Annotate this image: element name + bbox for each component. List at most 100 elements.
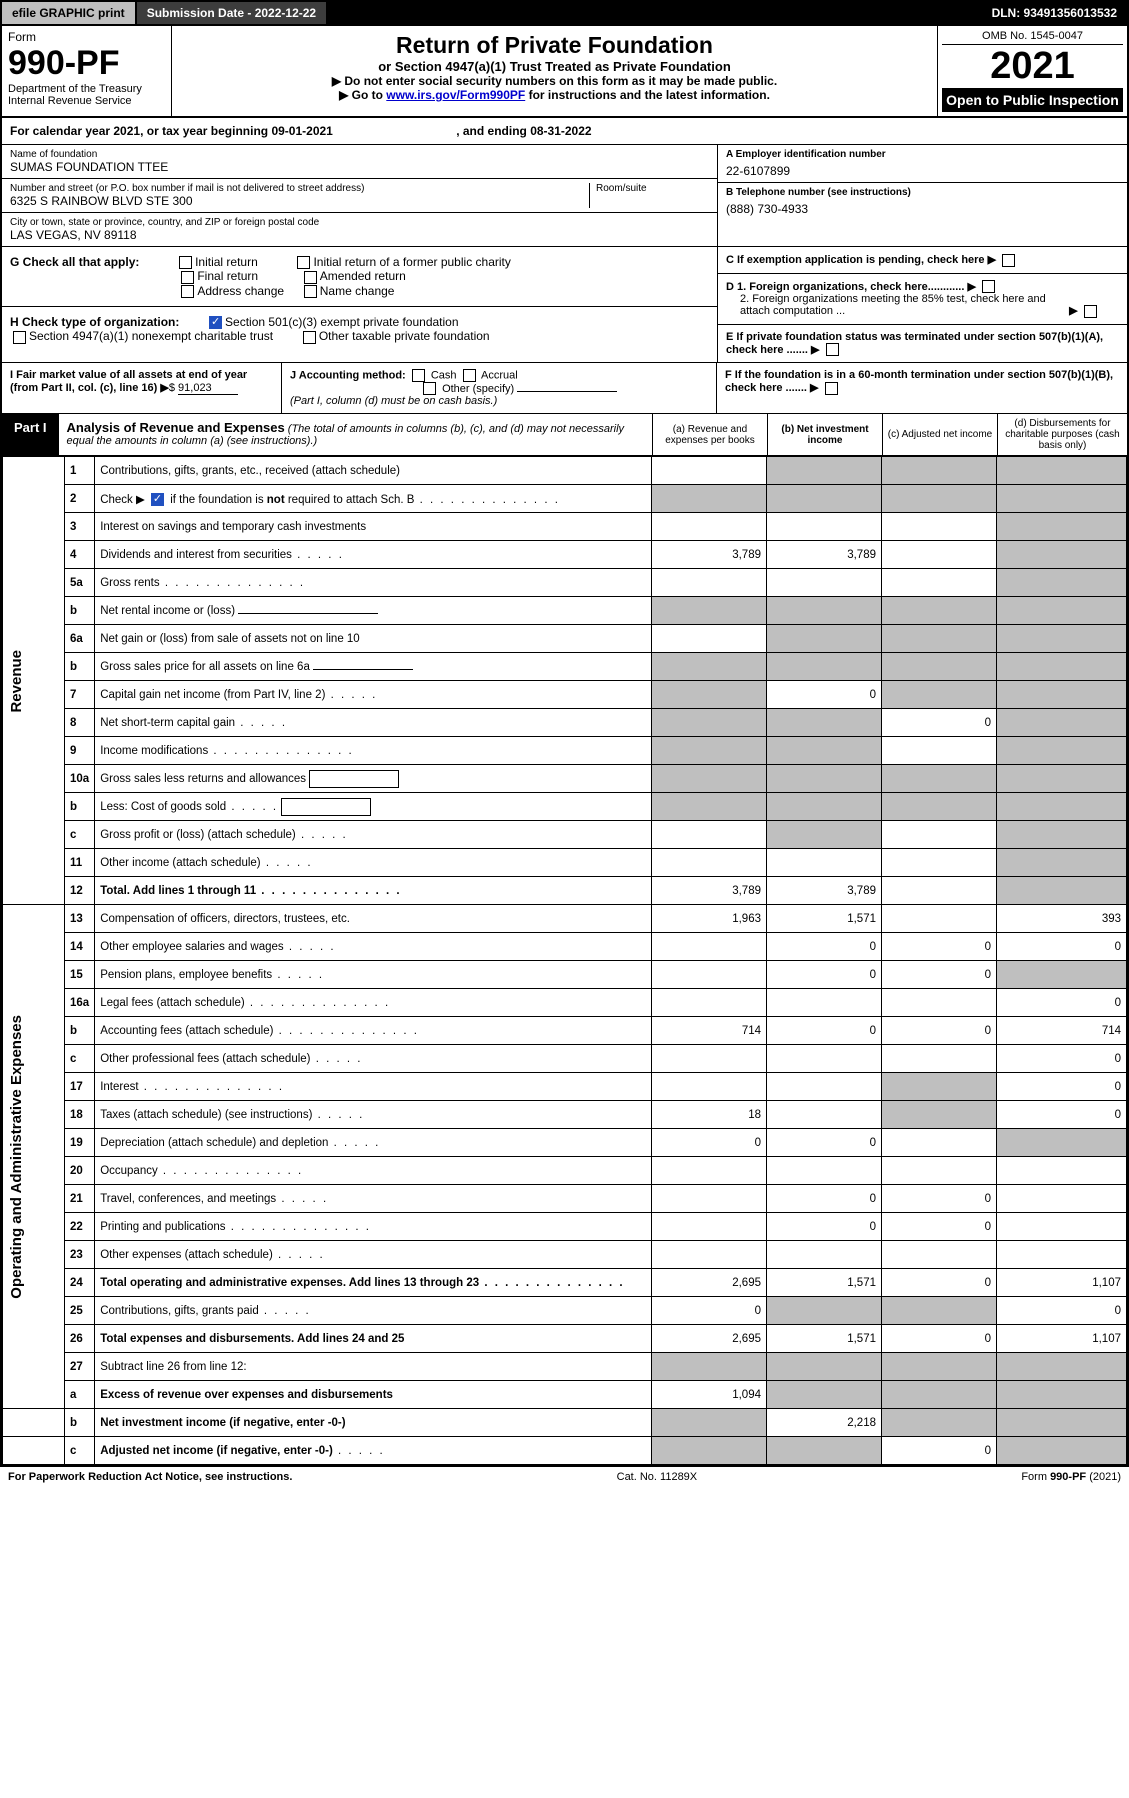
efile-print-button[interactable]: efile GRAPHIC print — [2, 2, 137, 24]
r25-a: 0 — [652, 1297, 767, 1325]
row-16c: Other professional fees (attach schedule… — [95, 1045, 652, 1073]
r21-b: 0 — [767, 1185, 882, 1213]
checkbox-address-change[interactable] — [181, 285, 194, 298]
instruction-1: ▶ Do not enter social security numbers o… — [182, 74, 927, 88]
r16a-d: 0 — [997, 989, 1127, 1017]
section-g: G Check all that apply: Initial return I… — [2, 247, 717, 307]
row-16b: Accounting fees (attach schedule) — [95, 1017, 652, 1045]
checkbox-final-return[interactable] — [181, 271, 194, 284]
r12-a: 3,789 — [652, 877, 767, 905]
row-12: Total. Add lines 1 through 11 — [95, 877, 652, 905]
checkbox-amended[interactable] — [304, 271, 317, 284]
row-26: Total expenses and disbursements. Add li… — [95, 1325, 652, 1353]
form-label: Form — [8, 30, 165, 44]
row-19: Depreciation (attach schedule) and deple… — [95, 1129, 652, 1157]
address-label: Number and street (or P.O. box number if… — [10, 183, 589, 194]
e-text: E If private foundation status was termi… — [726, 331, 1103, 356]
cal-pre: For calendar year 2021, or tax year begi… — [10, 124, 271, 138]
row-25: Contributions, gifts, grants paid — [95, 1297, 652, 1325]
g-c2: Final return — [197, 269, 258, 283]
r24-d: 1,107 — [997, 1269, 1127, 1297]
row-11: Other income (attach schedule) — [95, 849, 652, 877]
cal-mid: , and ending — [456, 124, 530, 138]
public-inspection-badge: Open to Public Inspection — [942, 88, 1123, 112]
checkbox-schb[interactable] — [151, 493, 164, 506]
row-27b: Net investment income (if negative, ente… — [95, 1409, 652, 1437]
phone-value: (888) 730-4933 — [726, 198, 1119, 216]
c-text: C If exemption application is pending, c… — [726, 254, 985, 266]
j-note: (Part I, column (d) must be on cash basi… — [290, 395, 497, 407]
col-c-header: (c) Adjusted net income — [882, 414, 997, 455]
checkbox-4947a1[interactable] — [13, 331, 26, 344]
r8-c: 0 — [882, 709, 997, 737]
checkbox-name-change[interactable] — [304, 285, 317, 298]
section-c: C If exemption application is pending, c… — [718, 247, 1127, 274]
r16b-c: 0 — [882, 1017, 997, 1045]
tax-year: 2021 — [942, 45, 1123, 88]
d1-text: D 1. Foreign organizations, check here..… — [726, 281, 964, 293]
submission-date: Submission Date - 2022-12-22 — [137, 2, 328, 24]
r13-b: 1,571 — [767, 905, 882, 933]
g-c3: Address change — [197, 284, 284, 298]
j-other: Other (specify) — [442, 383, 514, 395]
row-27c: Adjusted net income (if negative, enter … — [95, 1437, 652, 1465]
instr2-post: for instructions and the latest informat… — [529, 88, 770, 102]
instruction-2: ▶ Go to www.irs.gov/Form990PF for instru… — [182, 88, 927, 102]
r19-b: 0 — [767, 1129, 882, 1157]
r14-b: 0 — [767, 933, 882, 961]
h-c3: Other taxable private foundation — [319, 329, 490, 343]
part1-table: Revenue 1Contributions, gifts, grants, e… — [2, 456, 1127, 1465]
r18-a: 18 — [652, 1101, 767, 1129]
irs-label: Internal Revenue Service — [8, 95, 165, 107]
row-8: Net short-term capital gain — [95, 709, 652, 737]
checkbox-f[interactable] — [825, 382, 838, 395]
checkbox-c[interactable] — [1002, 254, 1015, 267]
r4-b: 3,789 — [767, 541, 882, 569]
paperwork-notice: For Paperwork Reduction Act Notice, see … — [8, 1471, 292, 1483]
dept-treasury: Department of the Treasury — [8, 83, 165, 95]
street-address: 6325 S RAINBOW BLVD STE 300 — [10, 194, 589, 208]
j-accrual: Accrual — [481, 370, 518, 382]
section-h: H Check type of organization: Section 50… — [2, 307, 717, 352]
row-1: Contributions, gifts, grants, etc., rece… — [95, 457, 652, 485]
checkbox-other-method[interactable] — [423, 382, 436, 395]
r7-b: 0 — [767, 681, 882, 709]
r18-d: 0 — [997, 1101, 1127, 1129]
r26-b: 1,571 — [767, 1325, 882, 1353]
row-10b: Less: Cost of goods sold — [95, 793, 652, 821]
form990pf-link[interactable]: www.irs.gov/Form990PF — [386, 88, 525, 102]
row-5a: Gross rents — [95, 569, 652, 597]
r24-b: 1,571 — [767, 1269, 882, 1297]
h-label: H Check type of organization: — [10, 315, 179, 329]
checkbox-501c3[interactable] — [209, 316, 222, 329]
r25-d: 0 — [997, 1297, 1127, 1325]
r13-a: 1,963 — [652, 905, 767, 933]
foundation-name-label: Name of foundation — [10, 149, 709, 160]
row-24: Total operating and administrative expen… — [95, 1269, 652, 1297]
form-body: Form 990-PF Department of the Treasury I… — [0, 26, 1129, 1467]
row-10c: Gross profit or (loss) (attach schedule) — [95, 821, 652, 849]
row-15: Pension plans, employee benefits — [95, 961, 652, 989]
omb-number: OMB No. 1545-0047 — [942, 30, 1123, 45]
checkbox-initial-return[interactable] — [179, 256, 192, 269]
checkbox-other-taxable[interactable] — [303, 331, 316, 344]
r22-b: 0 — [767, 1213, 882, 1241]
f-text: F If the foundation is in a 60-month ter… — [725, 369, 1113, 394]
phone-label: B Telephone number (see instructions) — [726, 187, 1119, 198]
city-label: City or town, state or province, country… — [10, 217, 709, 228]
section-e: E If private foundation status was termi… — [718, 325, 1127, 363]
checkbox-accrual[interactable] — [463, 369, 476, 382]
checkbox-d2[interactable] — [1084, 305, 1097, 318]
col-a-header: (a) Revenue and expenses per books — [652, 414, 767, 455]
checkbox-d1[interactable] — [982, 280, 995, 293]
row-5b: Net rental income or (loss) — [95, 597, 652, 625]
row-27: Subtract line 26 from line 12: — [95, 1353, 652, 1381]
tax-year-end: 08-31-2022 — [530, 124, 591, 138]
row-18: Taxes (attach schedule) (see instruction… — [95, 1101, 652, 1129]
row-23: Other expenses (attach schedule) — [95, 1241, 652, 1269]
r14-c: 0 — [882, 933, 997, 961]
r16b-b: 0 — [767, 1017, 882, 1045]
checkbox-cash[interactable] — [412, 369, 425, 382]
checkbox-e[interactable] — [826, 343, 839, 356]
checkbox-former-charity[interactable] — [297, 256, 310, 269]
